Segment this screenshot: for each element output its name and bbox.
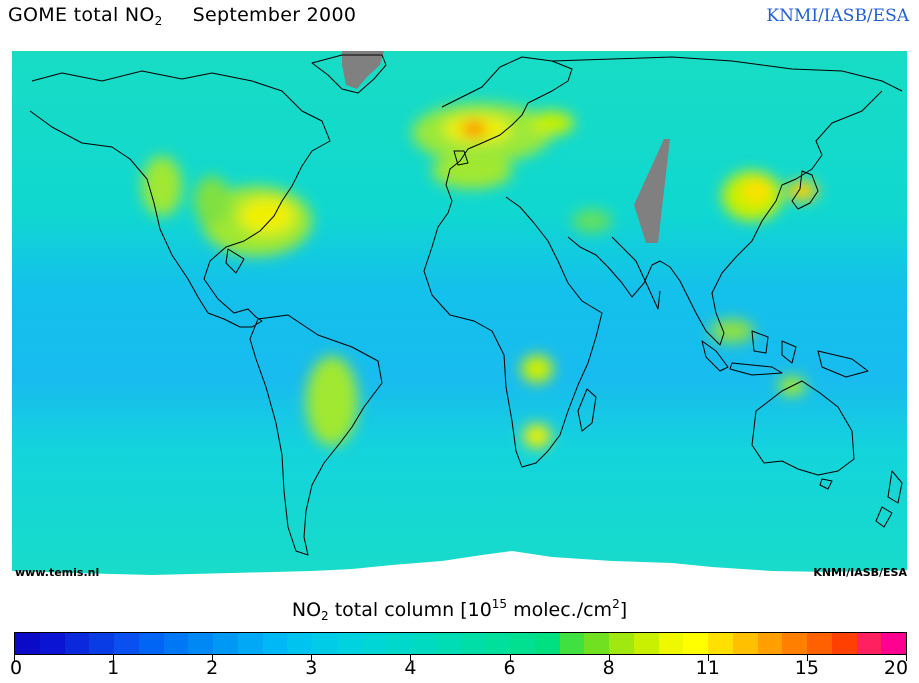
colorbar-tick	[608, 655, 610, 661]
colorbar-tick	[410, 655, 412, 661]
coastlines	[29, 54, 903, 556]
colorbar-tick-label: 8	[602, 657, 615, 679]
colorbar-segment	[411, 633, 436, 654]
colorbar-title: NO2 total column [1015 molec./cm2]	[0, 597, 919, 623]
colorbar-segment	[609, 633, 634, 654]
colorbar	[14, 632, 907, 655]
colorbar-segment	[633, 633, 659, 654]
no-data-greenland	[342, 51, 384, 89]
colorbar-segment	[287, 633, 312, 654]
legend-title-unit-exponent: 2	[612, 597, 620, 611]
legend-title-unit: molec./cm	[507, 599, 613, 621]
colorbar-segment	[881, 633, 906, 654]
legend-title-end: ]	[619, 599, 628, 621]
colorbar-segment	[336, 633, 362, 654]
colorbar-tick	[311, 655, 313, 661]
temis-url-label: www.temis.nl	[15, 566, 100, 579]
legend-title-exponent: 15	[491, 597, 508, 611]
colorbar-tick	[113, 655, 115, 661]
colorbar-segment	[683, 633, 708, 654]
colorbar-tick-label: 15	[794, 657, 819, 679]
colorbar-segment	[138, 633, 164, 654]
colorbar-tick	[906, 655, 907, 661]
colorbar-segment	[559, 633, 585, 654]
colorbar-tick	[707, 655, 709, 661]
colorbar-tick	[212, 655, 214, 661]
colorbar-segment	[89, 633, 114, 654]
colorbar-tick-label: 0	[9, 657, 23, 679]
colorbar-segment	[361, 633, 387, 654]
map-title: GOME total NO2 September 2000	[8, 4, 356, 28]
colorbar-segment	[64, 633, 90, 654]
colorbar-tick	[509, 655, 511, 661]
antarctica	[12, 551, 907, 584]
colorbar-segment	[831, 633, 857, 654]
colorbar-segment	[534, 633, 560, 654]
colorbar-segment	[757, 633, 783, 654]
colorbar-tick-label: 3	[305, 657, 318, 679]
colorbar-segment	[188, 633, 213, 654]
colorbar-segment	[584, 633, 609, 654]
colorbar-tick	[14, 655, 15, 661]
colorbar-segment	[807, 633, 832, 654]
title-text: GOME total NO	[8, 4, 155, 26]
map-credit-label: KNMI/IASB/ESA	[813, 566, 907, 579]
legend-title-mid: total column [10	[328, 599, 492, 621]
no2-hotspots	[142, 103, 818, 448]
colorbar-segment	[312, 633, 337, 654]
credit-top: KNMI/IASB/ESA	[766, 6, 909, 26]
colorbar-segment	[732, 633, 758, 654]
title-subscript: 2	[154, 14, 163, 28]
colorbar-segment	[510, 633, 535, 654]
colorbar-tick-label: 11	[695, 657, 720, 679]
colorbar-tick-label: 4	[404, 657, 417, 679]
colorbar-segment	[658, 633, 684, 654]
colorbar-segment	[262, 633, 288, 654]
colorbar-segment	[15, 633, 40, 654]
colorbar-segment	[856, 633, 882, 654]
colorbar-tick-label: 20	[883, 657, 909, 679]
colorbar-tick-label: 6	[503, 657, 516, 679]
colorbar-segment	[163, 633, 189, 654]
colorbar-tick-label: 1	[107, 657, 120, 679]
title-date: September 2000	[192, 4, 357, 26]
colorbar-segment	[708, 633, 733, 654]
legend-title-sub: 2	[321, 609, 329, 623]
colorbar-segment	[435, 633, 461, 654]
colorbar-segment	[213, 633, 238, 654]
colorbar-segment	[114, 633, 139, 654]
legend-title-prefix: NO	[291, 599, 322, 621]
colorbar-segment	[386, 633, 411, 654]
colorbar-tick	[806, 655, 808, 661]
colorbar-segment	[39, 633, 65, 654]
no2-world-map	[12, 51, 907, 584]
colorbar-segment	[782, 633, 807, 654]
colorbar-tick-label: 2	[206, 657, 219, 679]
colorbar-segment	[237, 633, 263, 654]
colorbar-segment	[485, 633, 510, 654]
colorbar-segment	[460, 633, 486, 654]
no-data-asia-strip	[634, 139, 670, 243]
